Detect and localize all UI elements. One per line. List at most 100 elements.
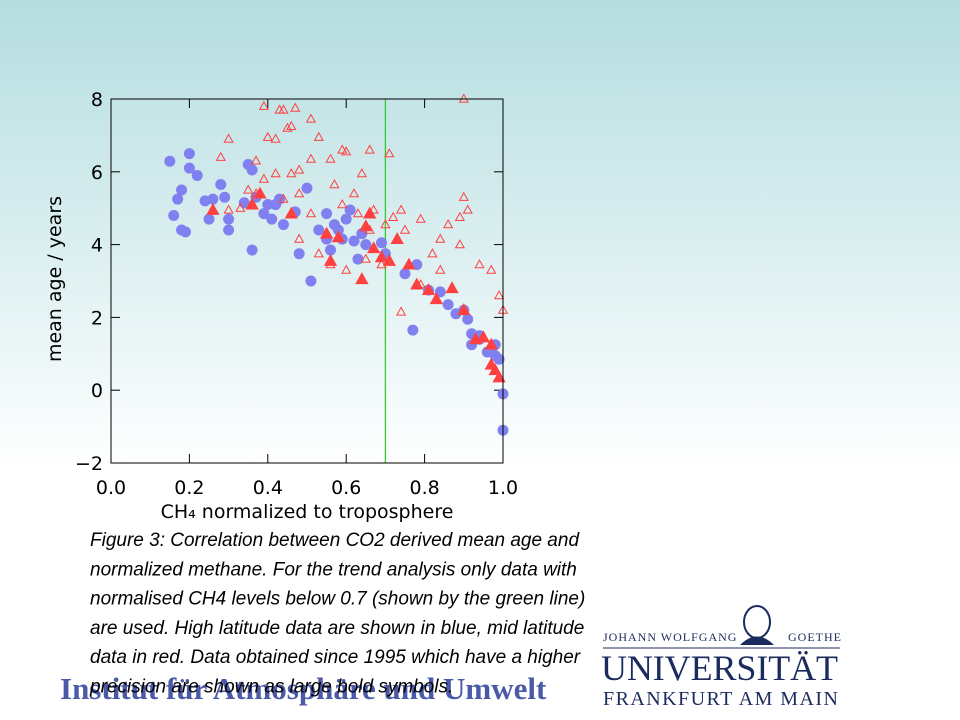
point [329,179,340,189]
point [183,162,195,174]
point [313,248,324,258]
portrait-shoulders [740,636,774,645]
point [407,324,419,336]
point [388,211,399,221]
x-tick-label: 0.0 [96,477,126,499]
point [380,219,391,229]
point [390,232,404,245]
point [321,208,333,220]
point [384,148,395,158]
point [341,146,352,156]
point [284,206,298,219]
point [493,353,505,365]
point [352,208,364,218]
point [294,188,305,198]
point [258,208,270,220]
point [250,155,262,165]
x-tick-label: 1.0 [488,477,518,499]
point [454,211,466,221]
point [493,290,505,300]
point [293,248,305,260]
point [355,272,369,285]
point [282,122,293,132]
point [435,233,446,243]
chart: −2 0 2 4 6 8 0.0 0.2 0.4 0.6 0.8 1.0 CH₄ normalized … [44,89,518,523]
point [207,193,219,205]
point [246,244,258,256]
point [258,173,270,183]
point [360,253,371,263]
y-tick-label: −2 [75,453,103,475]
point [253,186,267,199]
caption-line: Figure 3: Correlation between CO2 derive… [90,530,580,551]
x-tick-label: 0.4 [253,477,283,499]
y-tick-label: 8 [91,89,103,111]
point [286,120,297,130]
point [337,199,348,209]
point [375,237,387,249]
point [313,131,324,141]
point [223,204,234,214]
point [395,306,407,316]
point [286,168,297,178]
point [476,330,491,343]
point [458,191,469,201]
point [399,268,411,280]
point [191,169,203,181]
point [374,250,389,263]
point [415,213,426,223]
point [245,197,259,210]
plot-frame [110,98,504,464]
point [435,264,446,274]
point [179,226,191,238]
point [486,264,497,274]
point [323,253,338,266]
point [402,257,416,270]
point [340,213,352,225]
point [223,213,235,225]
point [266,213,278,225]
point [270,168,281,178]
point [215,179,227,191]
point [168,209,180,221]
point [348,235,360,247]
point [262,131,273,141]
point [368,204,379,214]
point [305,275,317,287]
point [294,233,305,243]
portrait [743,605,771,639]
point [325,153,336,163]
caption-line: precision are shown as large bold symbol… [89,677,453,698]
point [395,204,407,214]
caption-line: are used. High latitude data are shown i… [90,618,584,639]
point [363,206,377,219]
caption: Figure 3: Correlation between CO2 derive… [89,530,585,698]
logo: JOHANN WOLFGANG GOETHE UNIVERSITÄT FRANK… [601,605,841,710]
point [360,239,372,251]
point [278,193,289,203]
point [164,155,176,167]
point [172,193,184,205]
point [352,253,364,265]
point [262,199,274,211]
point [219,191,231,203]
point [366,241,381,254]
point [442,299,454,311]
point [341,264,352,274]
point [462,204,473,214]
point [344,204,356,216]
point [277,219,289,231]
point [442,219,454,229]
point [484,337,498,350]
logo-name: UNIVERSITÄT [601,648,841,688]
x-axis-label: CH₄ normalized to troposphere [161,501,454,523]
y-tick-label: 2 [91,307,103,329]
point [331,230,346,243]
point [223,133,234,143]
point [458,93,469,103]
point [290,102,301,112]
point [246,164,258,176]
point [492,370,506,383]
